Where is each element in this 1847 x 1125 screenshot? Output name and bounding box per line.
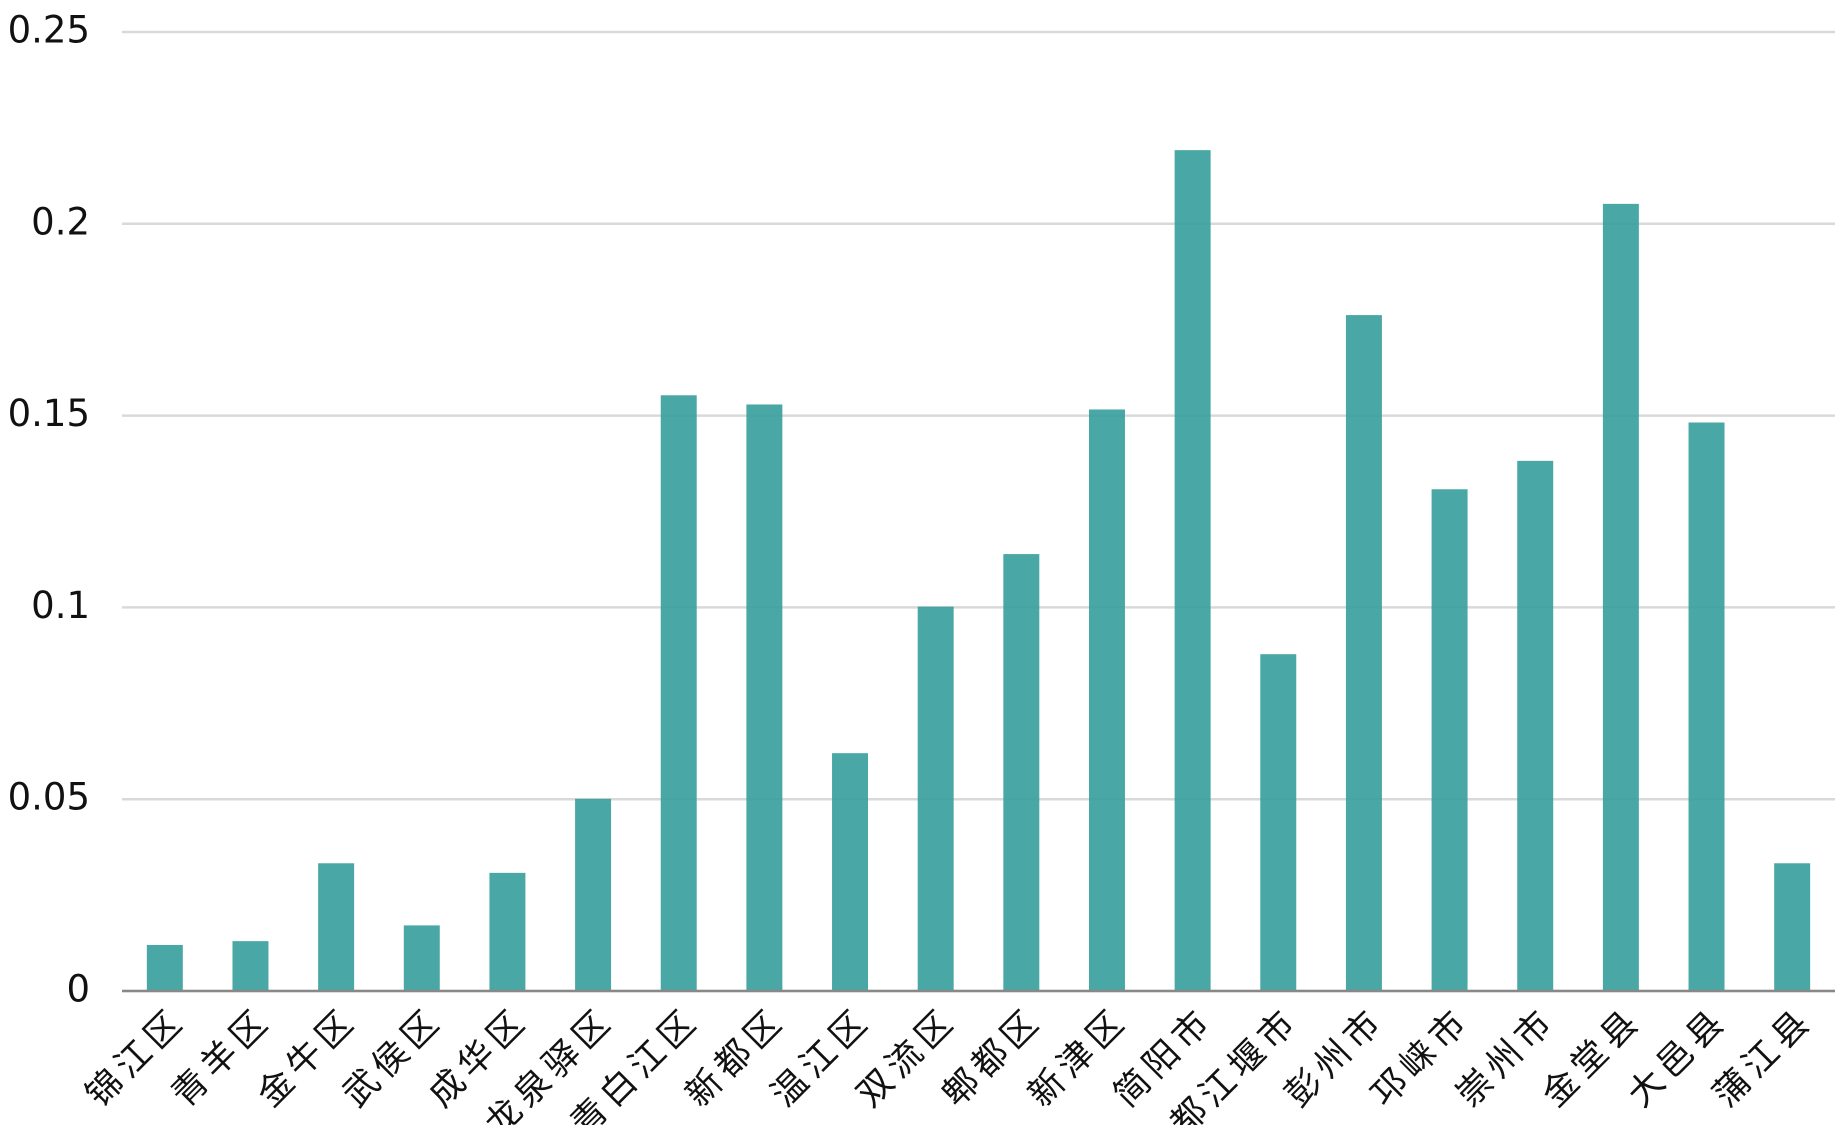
y-tick-label: 0.25: [8, 9, 90, 52]
y-tick-label: 0.2: [31, 200, 90, 243]
bar: [832, 753, 869, 991]
bar: [1174, 150, 1211, 991]
bar: [1517, 460, 1554, 991]
y-tick-label: 0.05: [8, 776, 90, 819]
y-tick-label: 0.1: [31, 584, 90, 627]
bar: [1602, 203, 1639, 992]
bar: [1003, 554, 1040, 991]
bar: [1345, 315, 1382, 991]
bar: [1088, 409, 1125, 991]
bar: [1688, 422, 1725, 992]
bar: [232, 941, 269, 991]
bar: [1774, 863, 1811, 991]
bar: [1260, 654, 1297, 991]
bar: [746, 404, 783, 991]
bar: [660, 395, 697, 992]
bar: [917, 606, 954, 991]
bar: [1431, 489, 1468, 991]
bar: [403, 925, 440, 991]
y-tick-label: 0.15: [8, 392, 90, 435]
bar: [318, 863, 355, 991]
y-tick-label: 0: [66, 968, 90, 1011]
bar: [146, 944, 183, 991]
bar: [489, 872, 526, 991]
bar: [575, 798, 612, 991]
